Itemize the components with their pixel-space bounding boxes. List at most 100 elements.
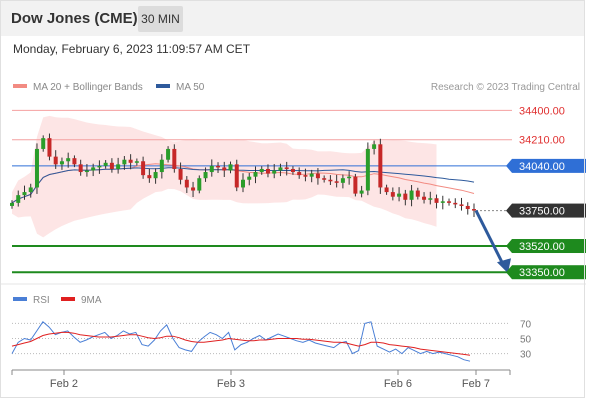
candle-body: [322, 178, 327, 180]
candle-body: [191, 187, 196, 191]
candle-body: [353, 176, 358, 194]
candle-body: [66, 158, 71, 162]
forecast-arrowhead: [497, 258, 511, 274]
candle-body: [91, 167, 96, 171]
x-tick-label: Feb 6: [384, 378, 412, 390]
candle-body: [415, 190, 420, 197]
candle-body: [397, 193, 402, 197]
candle-body: [184, 179, 189, 188]
candle-body: [284, 167, 289, 169]
instrument-title: Dow Jones (CME): [11, 10, 138, 27]
level-tag-arrow: [506, 203, 512, 218]
rsi-legend-label: 9MA: [81, 295, 102, 306]
legend-swatch: [13, 84, 27, 88]
candle-body: [241, 179, 245, 188]
ma50-line: [11, 167, 475, 204]
rsi-legend-swatch: [13, 297, 27, 301]
candle-body: [465, 205, 470, 210]
level-tag: [512, 203, 586, 218]
candle-body: [259, 168, 264, 173]
candle-body: [166, 148, 171, 160]
candle-body: [290, 168, 295, 173]
candle-body: [472, 209, 476, 211]
rsi-level-label: 70: [520, 319, 532, 330]
x-tick-label: Feb 3: [217, 378, 245, 390]
candle-body: [178, 168, 183, 180]
level-tag-arrow: [506, 239, 512, 254]
chart-datetime: Monday, February 6, 2023 11:09:57 AM CET: [13, 42, 251, 56]
candle-body: [334, 181, 339, 183]
candle-body: [147, 175, 152, 179]
level-label: 33520.00: [519, 241, 565, 253]
candle-body: [422, 196, 427, 200]
level-tag-arrow: [506, 158, 512, 173]
candle-body: [278, 167, 283, 171]
legend-label: MA 50: [176, 82, 205, 93]
legend-swatch: [156, 84, 170, 88]
rsi-line: [11, 321, 471, 362]
candle-body: [34, 148, 39, 188]
candle-body: [247, 176, 252, 180]
level-label: 34400.00: [519, 105, 565, 117]
candle-body: [128, 159, 133, 163]
candle-body: [22, 192, 27, 196]
candle-body: [59, 161, 64, 165]
x-tick-label: Feb 7: [462, 378, 490, 390]
candle-body: [53, 156, 58, 165]
candle-body: [265, 168, 270, 174]
candle-body: [328, 179, 333, 182]
candle-body: [309, 173, 314, 177]
candle-body: [109, 162, 114, 169]
candle-body: [122, 159, 127, 165]
x-tick-label: Feb 2: [50, 378, 78, 390]
candle-body: [347, 176, 352, 179]
candle-body: [372, 144, 377, 149]
level-tag: [512, 239, 586, 254]
candle-body: [409, 190, 414, 200]
candle-body: [172, 148, 177, 169]
candle-body: [315, 173, 320, 179]
candle-body: [378, 144, 383, 188]
candle-body: [359, 190, 364, 194]
candle-body: [403, 193, 408, 200]
level-tag-arrow: [506, 265, 512, 280]
candle-body: [153, 172, 158, 179]
candle-body: [134, 161, 139, 163]
candle-body: [428, 198, 433, 200]
rsi-legend-swatch: [61, 297, 75, 301]
rsi-level-label: 30: [520, 350, 532, 361]
candle-body: [234, 164, 239, 188]
candle-body: [10, 202, 14, 206]
candle-body: [434, 198, 439, 203]
research-credit: Research © 2023 Trading Central: [431, 82, 580, 93]
level-label: 34210.00: [519, 135, 565, 147]
rsi-level-label: 50: [520, 335, 532, 346]
candle-body: [222, 167, 227, 171]
candle-body: [72, 158, 77, 165]
candle-body: [209, 165, 214, 173]
candle-body: [340, 178, 345, 183]
interval-badge[interactable]: 30 MIN: [138, 6, 183, 32]
level-tag: [512, 265, 586, 280]
candle-body: [116, 164, 121, 169]
candle-body: [447, 201, 452, 203]
candle-body: [28, 187, 33, 193]
candle-body: [97, 165, 102, 168]
candle-body: [47, 138, 52, 157]
forecast-arrow: [474, 209, 505, 265]
candle-body: [103, 162, 108, 166]
candle-body: [272, 170, 277, 174]
candle-body: [384, 187, 389, 193]
rsi-legend-label: RSI: [33, 295, 50, 306]
level-label: 34040.00: [519, 161, 565, 173]
legend-label: MA 20 + Bollinger Bands: [33, 82, 143, 93]
candle-body: [253, 172, 258, 177]
candle-body: [141, 161, 146, 176]
candle-body: [16, 195, 21, 203]
candle-body: [216, 165, 221, 168]
candle-body: [197, 178, 202, 191]
candle-body: [390, 192, 395, 197]
level-label: 33350.00: [519, 267, 565, 279]
